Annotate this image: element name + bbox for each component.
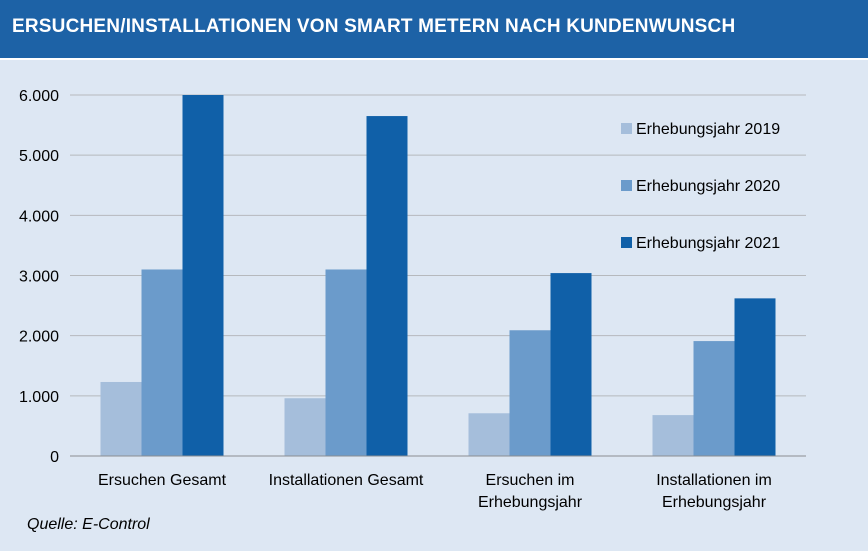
y-axis-ticks: 0 1.000 2.000 3.000 4.000 5.000 6.000: [19, 88, 59, 466]
y-tick-label: 2.000: [19, 329, 59, 346]
y-tick-label: 3.000: [19, 269, 59, 286]
bar: [509, 330, 551, 456]
x-category-label: Installationen Gesamt: [269, 472, 424, 489]
y-tick-label: 4.000: [19, 208, 59, 225]
bar: [468, 413, 510, 456]
x-axis-categories: Ersuchen Gesamt Installationen Gesamt Ersu…: [98, 472, 772, 511]
legend-swatch: [621, 123, 632, 134]
x-category-label: Ersuchen Gesamt: [98, 472, 227, 489]
bar: [693, 341, 735, 456]
source-note: Quelle: E-Control: [27, 516, 150, 533]
bar: [100, 381, 142, 456]
bar: [284, 398, 326, 456]
legend: Erhebungsjahr 2019 Erhebungsjahr 2020 Erhe…: [621, 121, 780, 252]
legend-swatch: [621, 180, 632, 191]
x-category-label: Erhebungsjahr: [662, 494, 767, 511]
bar: [366, 116, 408, 456]
x-category-label: Installationen im: [656, 472, 772, 489]
legend-swatch: [621, 237, 632, 248]
y-tick-label: 5.000: [19, 148, 59, 165]
bar-chart: 0 1.000 2.000 3.000 4.000 5.000 6.000 Ersuchen…: [19, 88, 806, 511]
header-bar: ERSUCHEN/INSTALLATIONEN VON SMART METERN…: [0, 0, 868, 60]
legend-label: Erhebungsjahr 2021: [636, 235, 780, 252]
legend-label: Erhebungsjahr 2019: [636, 121, 780, 138]
legend-label: Erhebungsjahr 2020: [636, 178, 780, 195]
y-tick-label: 6.000: [19, 88, 59, 105]
bar: [325, 269, 367, 456]
bars: [100, 95, 776, 456]
y-tick-label: 0: [50, 449, 59, 466]
x-category-label: Erhebungsjahr: [478, 494, 583, 511]
bar: [550, 273, 592, 456]
bar: [182, 95, 224, 456]
y-tick-label: 1.000: [19, 389, 59, 406]
bar: [141, 269, 183, 456]
bar: [652, 415, 694, 456]
x-category-label: Ersuchen im: [486, 472, 575, 489]
chart-title: ERSUCHEN/INSTALLATIONEN VON SMART METERN…: [12, 16, 736, 37]
bar: [734, 298, 776, 456]
